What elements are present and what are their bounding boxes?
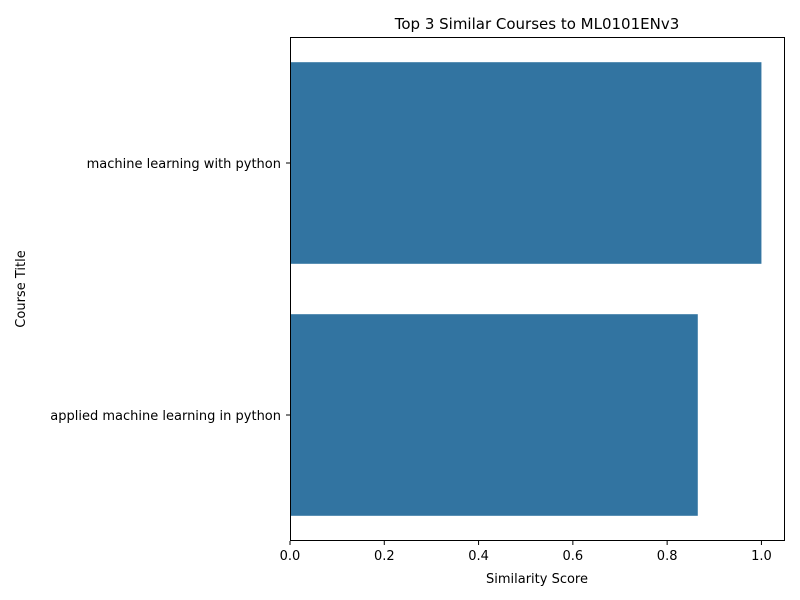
x-tick-label: 0.8: [657, 549, 678, 564]
x-tick-label: 0.4: [468, 549, 489, 564]
bar-2: [290, 314, 698, 516]
bar-1: [290, 62, 762, 264]
x-tick-label: 0.6: [563, 549, 584, 564]
bars-layer: [290, 62, 762, 516]
y-tick-label: machine learning with python: [87, 157, 281, 172]
x-tick-label: 0.0: [280, 549, 301, 564]
x-axis-ticks: 0.0 0.2 0.4 0.6 0.8 1.0: [280, 541, 772, 564]
x-tick-label: 1.0: [751, 549, 772, 564]
y-axis-ticks: machine learning with python applied mach…: [50, 157, 290, 424]
x-tick-label: 0.2: [374, 549, 395, 564]
axes-frame: [290, 37, 785, 541]
chart-title: Top 3 Similar Courses to ML0101ENv3: [394, 15, 680, 33]
y-axis-label: Course Title: [14, 250, 29, 327]
y-tick-label: applied machine learning in python: [50, 409, 281, 424]
x-axis-label: Similarity Score: [486, 572, 588, 587]
